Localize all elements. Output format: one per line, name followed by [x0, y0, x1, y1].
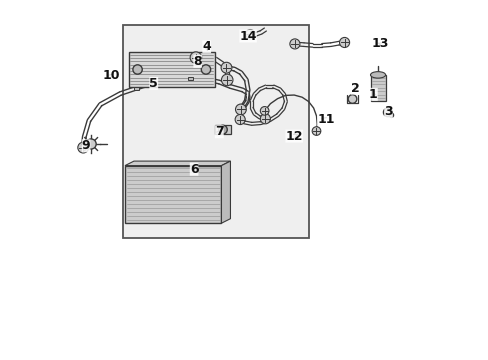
Text: 6: 6	[189, 163, 198, 176]
Circle shape	[201, 65, 210, 74]
Polygon shape	[125, 161, 230, 166]
Circle shape	[221, 62, 231, 73]
Text: 10: 10	[102, 69, 120, 82]
Bar	[122, 25, 309, 238]
Circle shape	[221, 74, 232, 86]
Ellipse shape	[370, 72, 385, 78]
Circle shape	[235, 114, 244, 125]
Text: 11: 11	[316, 113, 334, 126]
Circle shape	[86, 139, 96, 149]
Circle shape	[339, 37, 349, 48]
Circle shape	[311, 127, 320, 135]
Circle shape	[78, 142, 88, 153]
Circle shape	[235, 104, 246, 115]
Text: 9: 9	[81, 139, 90, 152]
Text: 2: 2	[350, 82, 359, 95]
Circle shape	[383, 108, 391, 117]
Text: 1: 1	[368, 88, 377, 101]
Bar	[187, 77, 193, 80]
Circle shape	[218, 125, 227, 134]
Circle shape	[289, 39, 299, 49]
Circle shape	[245, 30, 254, 39]
Text: 8: 8	[193, 55, 202, 68]
Bar	[215, 125, 230, 134]
Text: 7: 7	[215, 125, 223, 138]
Text: 13: 13	[371, 37, 388, 50]
Circle shape	[347, 95, 356, 103]
Text: 12: 12	[285, 130, 302, 143]
Bar	[134, 86, 139, 90]
Circle shape	[260, 107, 268, 115]
Text: 5: 5	[149, 77, 158, 90]
Circle shape	[190, 52, 201, 63]
Polygon shape	[221, 161, 230, 223]
Text: 3: 3	[384, 105, 392, 118]
Circle shape	[260, 114, 270, 124]
Circle shape	[388, 113, 393, 117]
Bar	[370, 75, 385, 101]
Text: 4: 4	[202, 40, 211, 53]
Bar	[125, 166, 221, 223]
Bar	[128, 52, 215, 87]
Circle shape	[133, 65, 142, 74]
Text: 14: 14	[239, 30, 256, 42]
